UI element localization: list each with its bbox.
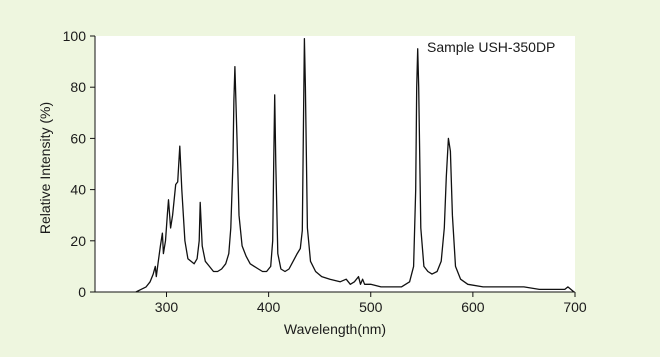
x-tick-label: 500 [359,299,383,315]
y-tick-label: 60 [70,130,86,146]
y-axis-title: Relative Intensity (%) [37,102,53,234]
plot-area [95,36,575,292]
x-tick-label: 700 [563,299,587,315]
y-axis: 0 20 40 60 80 100 [63,28,95,300]
y-tick-label: 100 [63,28,87,44]
x-axis: 300 400 500 600 700 [155,292,587,315]
x-tick-label: 300 [155,299,179,315]
y-tick-label: 40 [70,182,86,198]
y-tick-label: 20 [70,233,86,249]
x-axis-title: Wavelength(nm) [284,321,386,337]
x-tick-label: 600 [461,299,485,315]
y-tick-label: 0 [78,284,86,300]
chart-annotation: Sample USH-350DP [427,39,555,55]
x-tick-label: 400 [257,299,281,315]
y-tick-label: 80 [70,79,86,95]
series-line [135,37,575,293]
